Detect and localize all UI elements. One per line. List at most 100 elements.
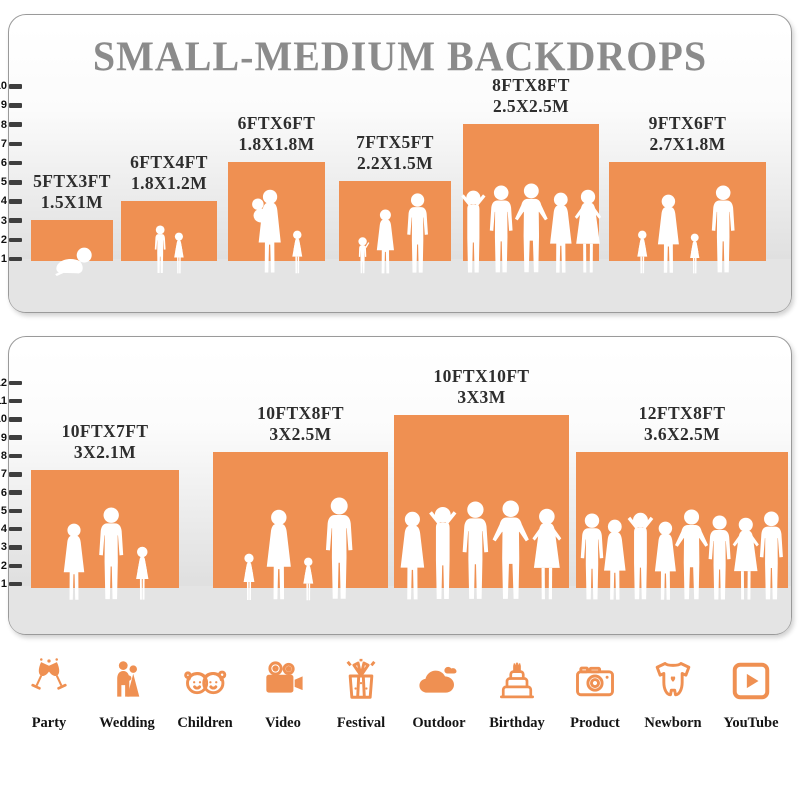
ruler-number: 7	[0, 468, 7, 481]
ruler-number: 2	[0, 559, 7, 572]
category-label: Video	[265, 715, 301, 731]
ruler-tick	[9, 563, 22, 568]
ruler-number: 6	[0, 486, 7, 499]
category-item: Newborn	[634, 656, 712, 732]
ruler-tick	[9, 398, 22, 404]
category-item: YouTube	[712, 656, 790, 732]
page-title: SMALL-MEDIUM BACKDROPS	[92, 32, 708, 81]
silhouette-woman	[652, 194, 685, 276]
backdrop-size-m: 2.5X2.5M	[492, 95, 570, 116]
youtube-icon	[726, 656, 776, 706]
silhouette-man	[401, 193, 434, 276]
ruler-tick	[9, 84, 22, 89]
ruler-tick	[9, 237, 22, 243]
ruler-number: 4	[0, 195, 7, 208]
backdrop-size-label: 10FTX10FT 3X3M	[372, 366, 592, 408]
category-label: YouTube	[723, 715, 779, 731]
backdrop-size-m: 2.7X1.8M	[649, 134, 726, 155]
category-label: Wedding	[99, 715, 155, 731]
ruler-number: 7	[0, 137, 7, 150]
silhouette-girl	[687, 233, 702, 276]
backdrop-size-ft: 8FTX8FT	[492, 74, 570, 95]
ruler-number: 3	[0, 541, 7, 554]
product-icon	[570, 656, 620, 706]
silhouette-boy	[151, 225, 169, 276]
birthday-icon	[492, 656, 542, 706]
people-group	[463, 183, 599, 276]
ruler-number: 10	[0, 80, 7, 93]
category-label: Children	[177, 715, 233, 731]
silhouette-girl	[300, 557, 317, 603]
ruler-tick	[9, 218, 22, 223]
silhouette-girl	[171, 232, 187, 276]
backdrop-size-label: 9FTX6FT 2.7X1.8M	[578, 113, 798, 155]
category-item: Birthday	[478, 656, 556, 732]
ruler-number: 5	[0, 504, 7, 517]
people-group	[339, 193, 451, 276]
ruler-tick	[9, 490, 22, 495]
panel-medium-large: 12111098765432110FTX7FT3X2.1M10FTX8FT3X2…	[0, 336, 792, 635]
backdrop-size-m: 1.8X1.8M	[238, 134, 315, 155]
ruler-number: 10	[0, 413, 7, 426]
people-group	[31, 507, 179, 603]
silhouette-woman-baby	[247, 189, 287, 276]
ruler-tick	[9, 435, 22, 440]
people-group	[121, 225, 217, 276]
backdrop-size-ft: 9FTX6FT	[648, 113, 727, 134]
backdrop-box	[576, 451, 788, 588]
wedding-icon	[102, 656, 152, 706]
backdrop-size-m: 3X3M	[457, 387, 506, 408]
silhouette-man	[753, 511, 790, 603]
category-item: Children	[166, 656, 244, 732]
backdrop-box	[213, 451, 388, 588]
silhouette-woman-dress	[525, 508, 569, 603]
floor-strip	[9, 259, 791, 312]
ruler-tick	[9, 199, 22, 204]
backdrop-size-ft: 7FTX5FT	[356, 132, 434, 153]
backdrop-box	[228, 162, 325, 261]
ruler-tick	[9, 581, 22, 587]
people-group	[31, 246, 113, 276]
silhouette-man	[705, 185, 741, 276]
ruler-tick	[9, 180, 22, 185]
backdrop-size-ft: 12FTX8FT	[638, 402, 726, 423]
video-icon	[258, 656, 308, 706]
ruler-number: 9	[0, 99, 7, 112]
silhouette-woman-dress	[568, 189, 608, 276]
festival-icon	[336, 656, 386, 706]
backdrop-size-label: 6FTX4FT 1.8X1.2M	[59, 152, 279, 194]
people-group	[576, 509, 788, 603]
backdrop-size-label: 10FTX8FT 3X2.5M	[191, 403, 411, 445]
silhouette-man	[92, 507, 130, 603]
category-label: Party	[31, 715, 67, 731]
silhouette-woman	[260, 509, 298, 603]
backdrop-size-label: 5FTX3FT 1.5X1M	[0, 171, 182, 213]
backdrop-size-ft: 5FTX3FT	[33, 170, 111, 191]
silhouette-woman	[372, 209, 399, 276]
ruler-number: 6	[0, 157, 7, 169]
ruler-tick	[9, 453, 22, 459]
backdrop-size-m: 1.5X1M	[40, 191, 104, 212]
silhouette-girl	[634, 230, 651, 276]
ruler-number: 2	[0, 233, 7, 246]
backdrop-size-m: 1.8X1.2M	[130, 172, 208, 193]
backdrop-size-ft: 10FTX10FT	[433, 366, 530, 387]
ruler-number: 8	[0, 449, 7, 462]
backdrop-size-ft: 10FTX8FT	[257, 402, 344, 423]
backdrop-box	[31, 219, 113, 261]
ruler-number: 8	[0, 118, 7, 131]
people-group	[228, 189, 325, 276]
backdrop-size-label: 12FTX8FT 3.6X2.5M	[572, 403, 792, 445]
ruler-number: 9	[0, 431, 7, 444]
backdrop-box	[394, 415, 569, 588]
people-group	[213, 497, 388, 603]
ruler-tick	[9, 103, 22, 108]
ruler-tick	[9, 160, 22, 166]
ruler-tick	[9, 380, 22, 385]
silhouette-baby	[49, 246, 95, 276]
silhouette-girl	[240, 553, 258, 603]
children-icon	[180, 656, 230, 706]
ruler-number: 12	[0, 376, 7, 389]
ruler-tick	[9, 545, 22, 550]
backdrop-box	[121, 200, 217, 261]
